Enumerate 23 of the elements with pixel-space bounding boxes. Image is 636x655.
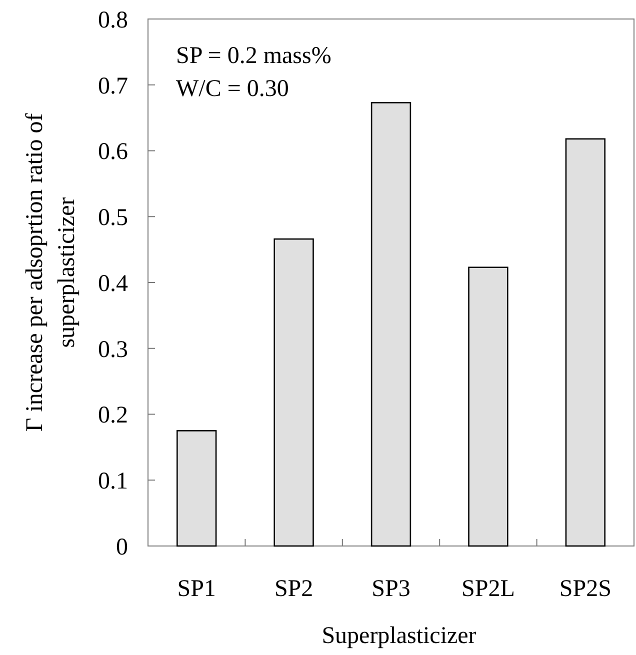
y-tick-label: 0.8 [98,7,128,34]
y-axis-title: Γ increase per adsoprtion ratio of superplasticizer [22,113,80,432]
x-axis-title: Superplasticizer [322,623,476,649]
y-tick-label: 0.1 [98,468,128,495]
bar [565,138,606,547]
bar [468,266,508,547]
y-tick-label: 0.7 [98,73,128,100]
y-tick-label: 0.2 [98,402,128,429]
annotation: W/C = 0.30 [176,76,289,102]
y-tick-label: 0 [116,534,128,560]
annotation: SP = 0.2 mass% [176,43,332,69]
x-tick-label: SP2S [559,576,612,602]
bar [370,102,412,547]
x-tick-label: SP2L [462,576,515,602]
bar [274,238,314,547]
x-tick-label: SP2 [274,576,314,602]
x-tick-label: SP1 [177,576,216,602]
y-tick-label: 0.6 [98,139,128,166]
x-tick-label: SP3 [372,576,410,602]
y-tick-label: 0.3 [98,336,128,363]
y-tick-label: 0.5 [98,205,128,232]
bar [176,430,217,547]
y-tick-label: 0.4 [98,270,128,297]
